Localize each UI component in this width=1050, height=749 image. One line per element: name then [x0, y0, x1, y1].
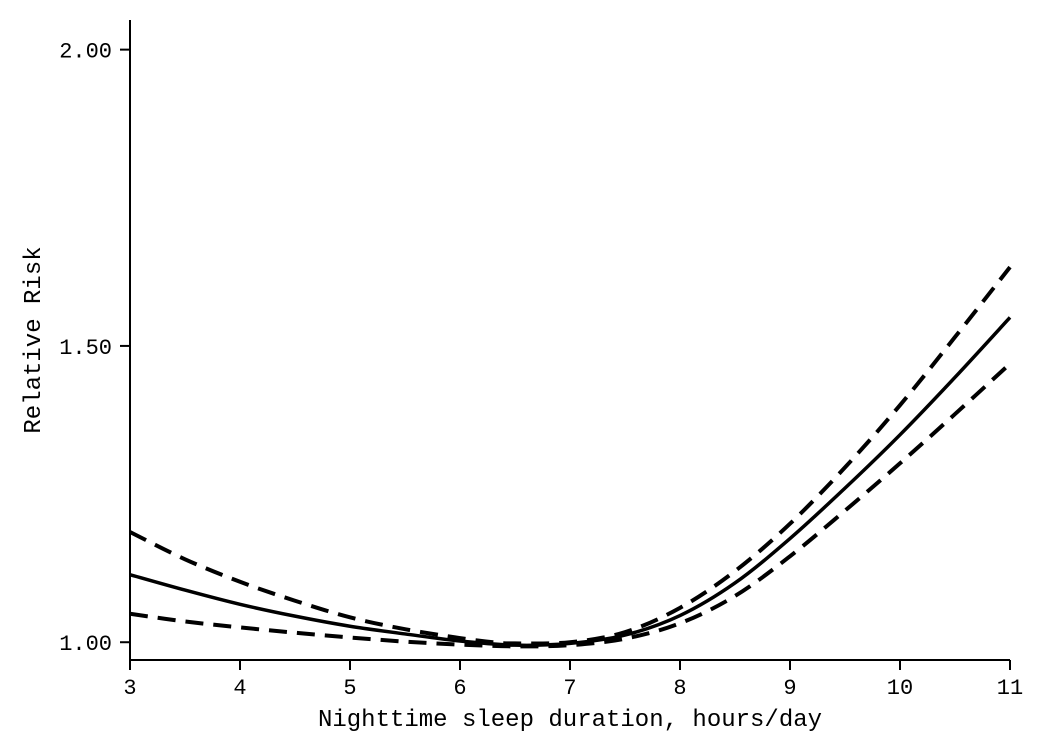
- x-tick-label: 3: [123, 676, 136, 701]
- x-tick-label: 5: [343, 676, 356, 701]
- y-tick-label: 1.00: [59, 632, 112, 657]
- line-chart: 3 4 5 6 7 8 9 10 11 Nighttime sleep duration, hou…: [0, 0, 1050, 749]
- x-tick-label: 10: [887, 676, 913, 701]
- y-axis-label: Relative Risk: [21, 246, 48, 433]
- y-tick-label: 1.50: [59, 336, 112, 361]
- series-lower-ci: [130, 364, 1010, 647]
- y-tick-label: 2.00: [59, 40, 112, 65]
- x-tick-label: 8: [673, 676, 686, 701]
- x-tick-label: 9: [783, 676, 796, 701]
- x-tick-label: 4: [233, 676, 246, 701]
- x-tick-label: 11: [997, 676, 1023, 701]
- axes: [130, 20, 1010, 660]
- x-axis-label: Nighttime sleep duration, hours/day: [318, 707, 822, 734]
- chart-container: 3 4 5 6 7 8 9 10 11 Nighttime sleep duration, hou…: [0, 0, 1050, 749]
- x-tick-label: 7: [563, 676, 576, 701]
- x-tick-label: 6: [453, 676, 466, 701]
